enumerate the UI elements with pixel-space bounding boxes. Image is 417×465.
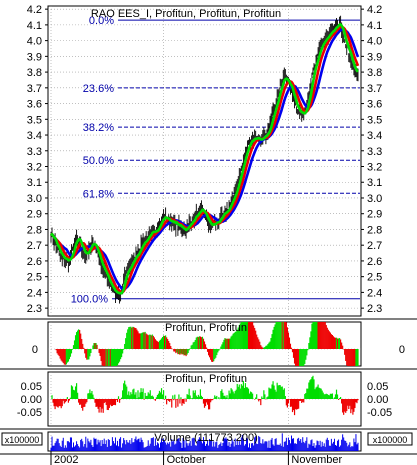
y-tick-label: 3.3 [27,146,42,158]
osc2-y-tick-label: 0.00 [21,394,42,406]
moving-average-line [49,23,359,295]
y-tick-label: 3.9 [27,51,42,63]
y-tick-label: 3.5 [27,114,42,126]
y-tick-label: 3.8 [367,67,382,79]
oscillator-1-title: Profitun, Profitun [165,322,247,334]
y-tick-label: 2.9 [367,209,382,221]
y-tick-label: 4.0 [367,36,382,48]
y-tick-label: 2.3 [27,303,42,315]
osc1-y-tick-label: 0 [399,344,405,356]
y-tick-label: 3.1 [27,177,42,189]
price-panel-title: RAO EES_I, Profitun, Profitun, Profitun [91,8,281,20]
y-tick-label: 3.7 [367,83,382,95]
oscillator-1-series [48,322,361,366]
y-tick-label: 4.2 [27,4,42,16]
y-tick-label: 4.2 [367,4,382,16]
osc2-y-tick-label: -0.05 [17,407,42,419]
y-tick-label: 3.0 [367,193,382,205]
y-tick-label: 2.8 [27,224,42,236]
y-tick-label: 2.5 [367,272,382,284]
oscillator-2-title: Profitun, Profitun [165,373,247,385]
volume-multiplier-box-left [1,432,43,446]
y-tick-label: 3.4 [27,130,42,142]
y-tick-label: 2.6 [27,256,42,268]
y-tick-label: 3.8 [27,67,42,79]
volume-panel-title: Volume (111773.200) [154,432,258,444]
fib-level-label: 0.0% [89,15,114,27]
y-tick-label: 4.0 [27,36,42,48]
volume-multiplier-label-left: x100000 [5,435,40,445]
osc1-y-tick-label: 0 [32,344,38,356]
osc2-y-tick-label: 0.05 [367,381,388,393]
y-tick-label: 3.6 [367,99,382,111]
y-tick-label: 2.6 [367,256,382,268]
y-tick-label: 2.3 [367,303,382,315]
fib-level-label: 100.0% [71,294,109,306]
y-tick-label: 2.9 [27,209,42,221]
y-tick-label: 3.9 [367,51,382,63]
osc2-y-tick-label: 0.05 [21,381,42,393]
volume-multiplier-label-right: x100000 [373,435,408,445]
y-tick-label: 2.7 [27,240,42,252]
y-tick-label: 2.8 [367,224,382,236]
x-tick-label: October [167,454,206,465]
oscillator-2-series [48,375,361,416]
x-tick-labels: 2002 October November [50,451,342,465]
fib-level-label: 38.2% [83,122,114,134]
y-tick-label: 3.2 [367,162,382,174]
moving-average-lines [49,23,360,295]
fibonacci-levels: 0.0% 23.6% 38.2% 50.0% 61.8% 100.0% [71,15,360,306]
x-tick-label: November [291,454,342,465]
y-tick-label: 3.1 [367,177,382,189]
y-tick-label: 3.6 [27,99,42,111]
volume-multiplier-box-right [367,432,413,446]
y-tick-label: 4.1 [27,20,42,32]
y-tick-label: 2.4 [27,287,42,299]
y-tick-label: 3.0 [27,193,42,205]
y-tick-label: 2.5 [27,272,42,284]
y-tick-label: 3.7 [27,83,42,95]
fib-level-label: 50.0% [83,155,114,167]
fib-level-label: 23.6% [83,83,114,95]
y-tick-label: 2.7 [367,240,382,252]
y-tick-label: 3.4 [367,130,382,142]
y-tick-labels-right: 4.2 4.1 4.0 3.9 3.8 3.7 3.6 3.5 3.4 3.3 3.2 3.1 3.0 2… [361,4,405,419]
y-tick-label: 3.3 [367,146,382,158]
fib-level-label: 61.8% [83,188,114,200]
osc2-y-tick-label: -0.05 [367,407,392,419]
y-tick-label: 3.5 [367,114,382,126]
volume-series [50,433,359,451]
y-tick-labels-left: 4.2 4.1 4.0 3.9 3.8 3.7 3.6 3.5 3.4 3.3 3.2 3.1 3.0 2… [17,4,48,419]
y-tick-label: 2.4 [367,287,382,299]
x-tick-label: 2002 [54,454,78,465]
osc2-y-tick-label: 0.00 [367,394,388,406]
y-tick-label: 3.2 [27,162,42,174]
y-tick-label: 4.1 [367,20,382,32]
